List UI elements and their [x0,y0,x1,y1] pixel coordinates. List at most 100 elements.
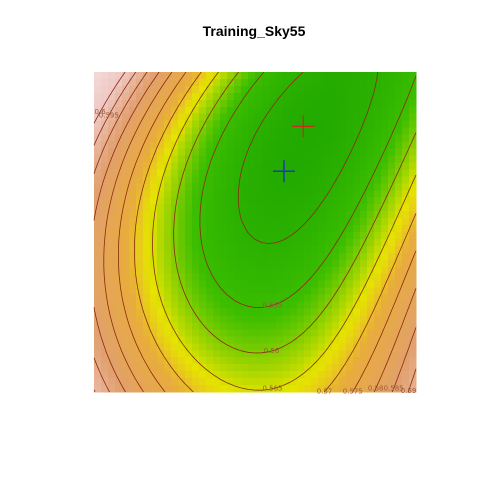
heatmap-cell [374,385,382,393]
heatmap-cell [199,92,207,101]
heatmap-cell [101,197,109,205]
heatmap-cell [178,190,186,198]
heatmap-cell [101,148,109,157]
heatmap-cell [227,113,235,122]
heatmap-cell [206,78,214,87]
heatmap-cell [115,378,123,386]
heatmap-cell [136,99,144,108]
heatmap-cell [220,72,228,80]
heatmap-cell [276,78,284,87]
heatmap-cell [276,287,284,296]
heatmap-cell [185,252,193,261]
heatmap-cell [269,315,277,324]
heatmap-cell [185,218,193,226]
heatmap-cell [255,127,263,136]
heatmap-cell [171,350,179,358]
heatmap-cell [192,162,200,170]
heatmap-cell [213,385,221,393]
heatmap-cell [262,294,270,303]
heatmap-cell [206,308,214,317]
heatmap-cell [388,148,396,157]
heatmap-cell [255,385,263,393]
heatmap-cell [199,99,207,108]
heatmap-cell [297,190,305,198]
heatmap-cell [346,378,354,386]
heatmap-cell [164,336,172,344]
heatmap-cell [227,148,235,157]
heatmap-cell [129,162,137,170]
heatmap-cell [339,99,347,108]
heatmap-cell [283,134,291,143]
heatmap-cell [381,301,389,310]
heatmap-cell [143,92,151,101]
heatmap-cell [248,357,256,365]
heatmap-cell [374,294,382,303]
heatmap-cell [255,190,263,198]
heatmap-cell [178,72,186,80]
heatmap-cell [122,343,130,351]
heatmap-cell [339,266,347,275]
heatmap-cell [115,336,123,344]
heatmap-cell [374,120,382,129]
heatmap-cell [150,148,158,157]
heatmap-cell [199,148,207,157]
heatmap-cell [178,176,186,184]
heatmap-cell [227,92,235,101]
heatmap-cell [157,343,165,351]
heatmap-cell [346,106,354,115]
heatmap-cell [213,364,221,372]
heatmap-cell [269,72,277,80]
heatmap-cell [381,238,389,247]
heatmap-cell [122,329,130,337]
heatmap-cell [388,99,396,108]
heatmap-cell [101,127,109,136]
heatmap-cell [220,259,228,268]
heatmap-cell [255,85,263,94]
heatmap-cell [220,197,228,205]
heatmap-cell [346,385,354,393]
heatmap-cell [318,85,326,94]
heatmap-cell [360,245,368,254]
heatmap-cell [227,106,235,115]
heatmap-cell [353,190,361,198]
heatmap-cell [220,99,228,108]
heatmap-cell [192,245,200,254]
heatmap-cell [164,169,172,177]
heatmap-cell [367,322,375,330]
heatmap-cell [199,343,207,351]
heatmap-cell [311,308,319,317]
heatmap-cell [94,113,102,122]
heatmap-cell [332,371,340,379]
contour-line [103,71,417,393]
heatmap-cell [395,148,403,157]
heatmap-cell [241,141,249,150]
heatmap-cell [325,308,333,317]
heatmap-cell [332,238,340,247]
heatmap-cell [339,141,347,150]
heatmap-cell [122,106,130,115]
heatmap-cell [213,280,221,289]
heatmap-cell [311,162,319,170]
heatmap-cell [94,169,102,177]
heatmap-cell [297,357,305,365]
heatmap-cell [157,280,165,289]
heatmap-cell [276,364,284,372]
heatmap-cell [402,127,410,136]
heatmap-cell [220,364,228,372]
heatmap-cell [115,204,123,212]
heatmap-cell [276,245,284,254]
heatmap-cell [122,232,130,240]
heatmap-cell [227,238,235,247]
heatmap-cell [339,225,347,233]
heatmap-cell [241,336,249,344]
heatmap-cell [108,78,116,87]
heatmap-cell [367,148,375,157]
heatmap-cell [213,204,221,212]
heatmap-cell [318,378,326,386]
heatmap-cell [332,315,340,324]
heatmap-cell [255,364,263,372]
heatmap-cell [185,287,193,296]
heatmap-cell [101,106,109,115]
heatmap-cell [297,169,305,177]
heatmap-cell [185,232,193,240]
